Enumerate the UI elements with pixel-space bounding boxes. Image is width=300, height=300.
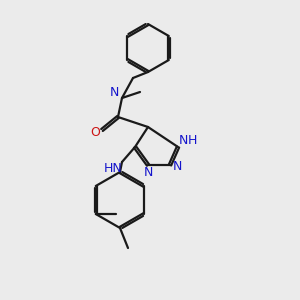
Text: N: N — [109, 86, 119, 100]
Text: N: N — [172, 160, 182, 172]
Text: N: N — [143, 166, 153, 178]
Text: N: N — [178, 134, 188, 146]
Text: O: O — [90, 125, 100, 139]
Text: H: H — [187, 134, 197, 146]
Text: HN: HN — [103, 161, 122, 175]
